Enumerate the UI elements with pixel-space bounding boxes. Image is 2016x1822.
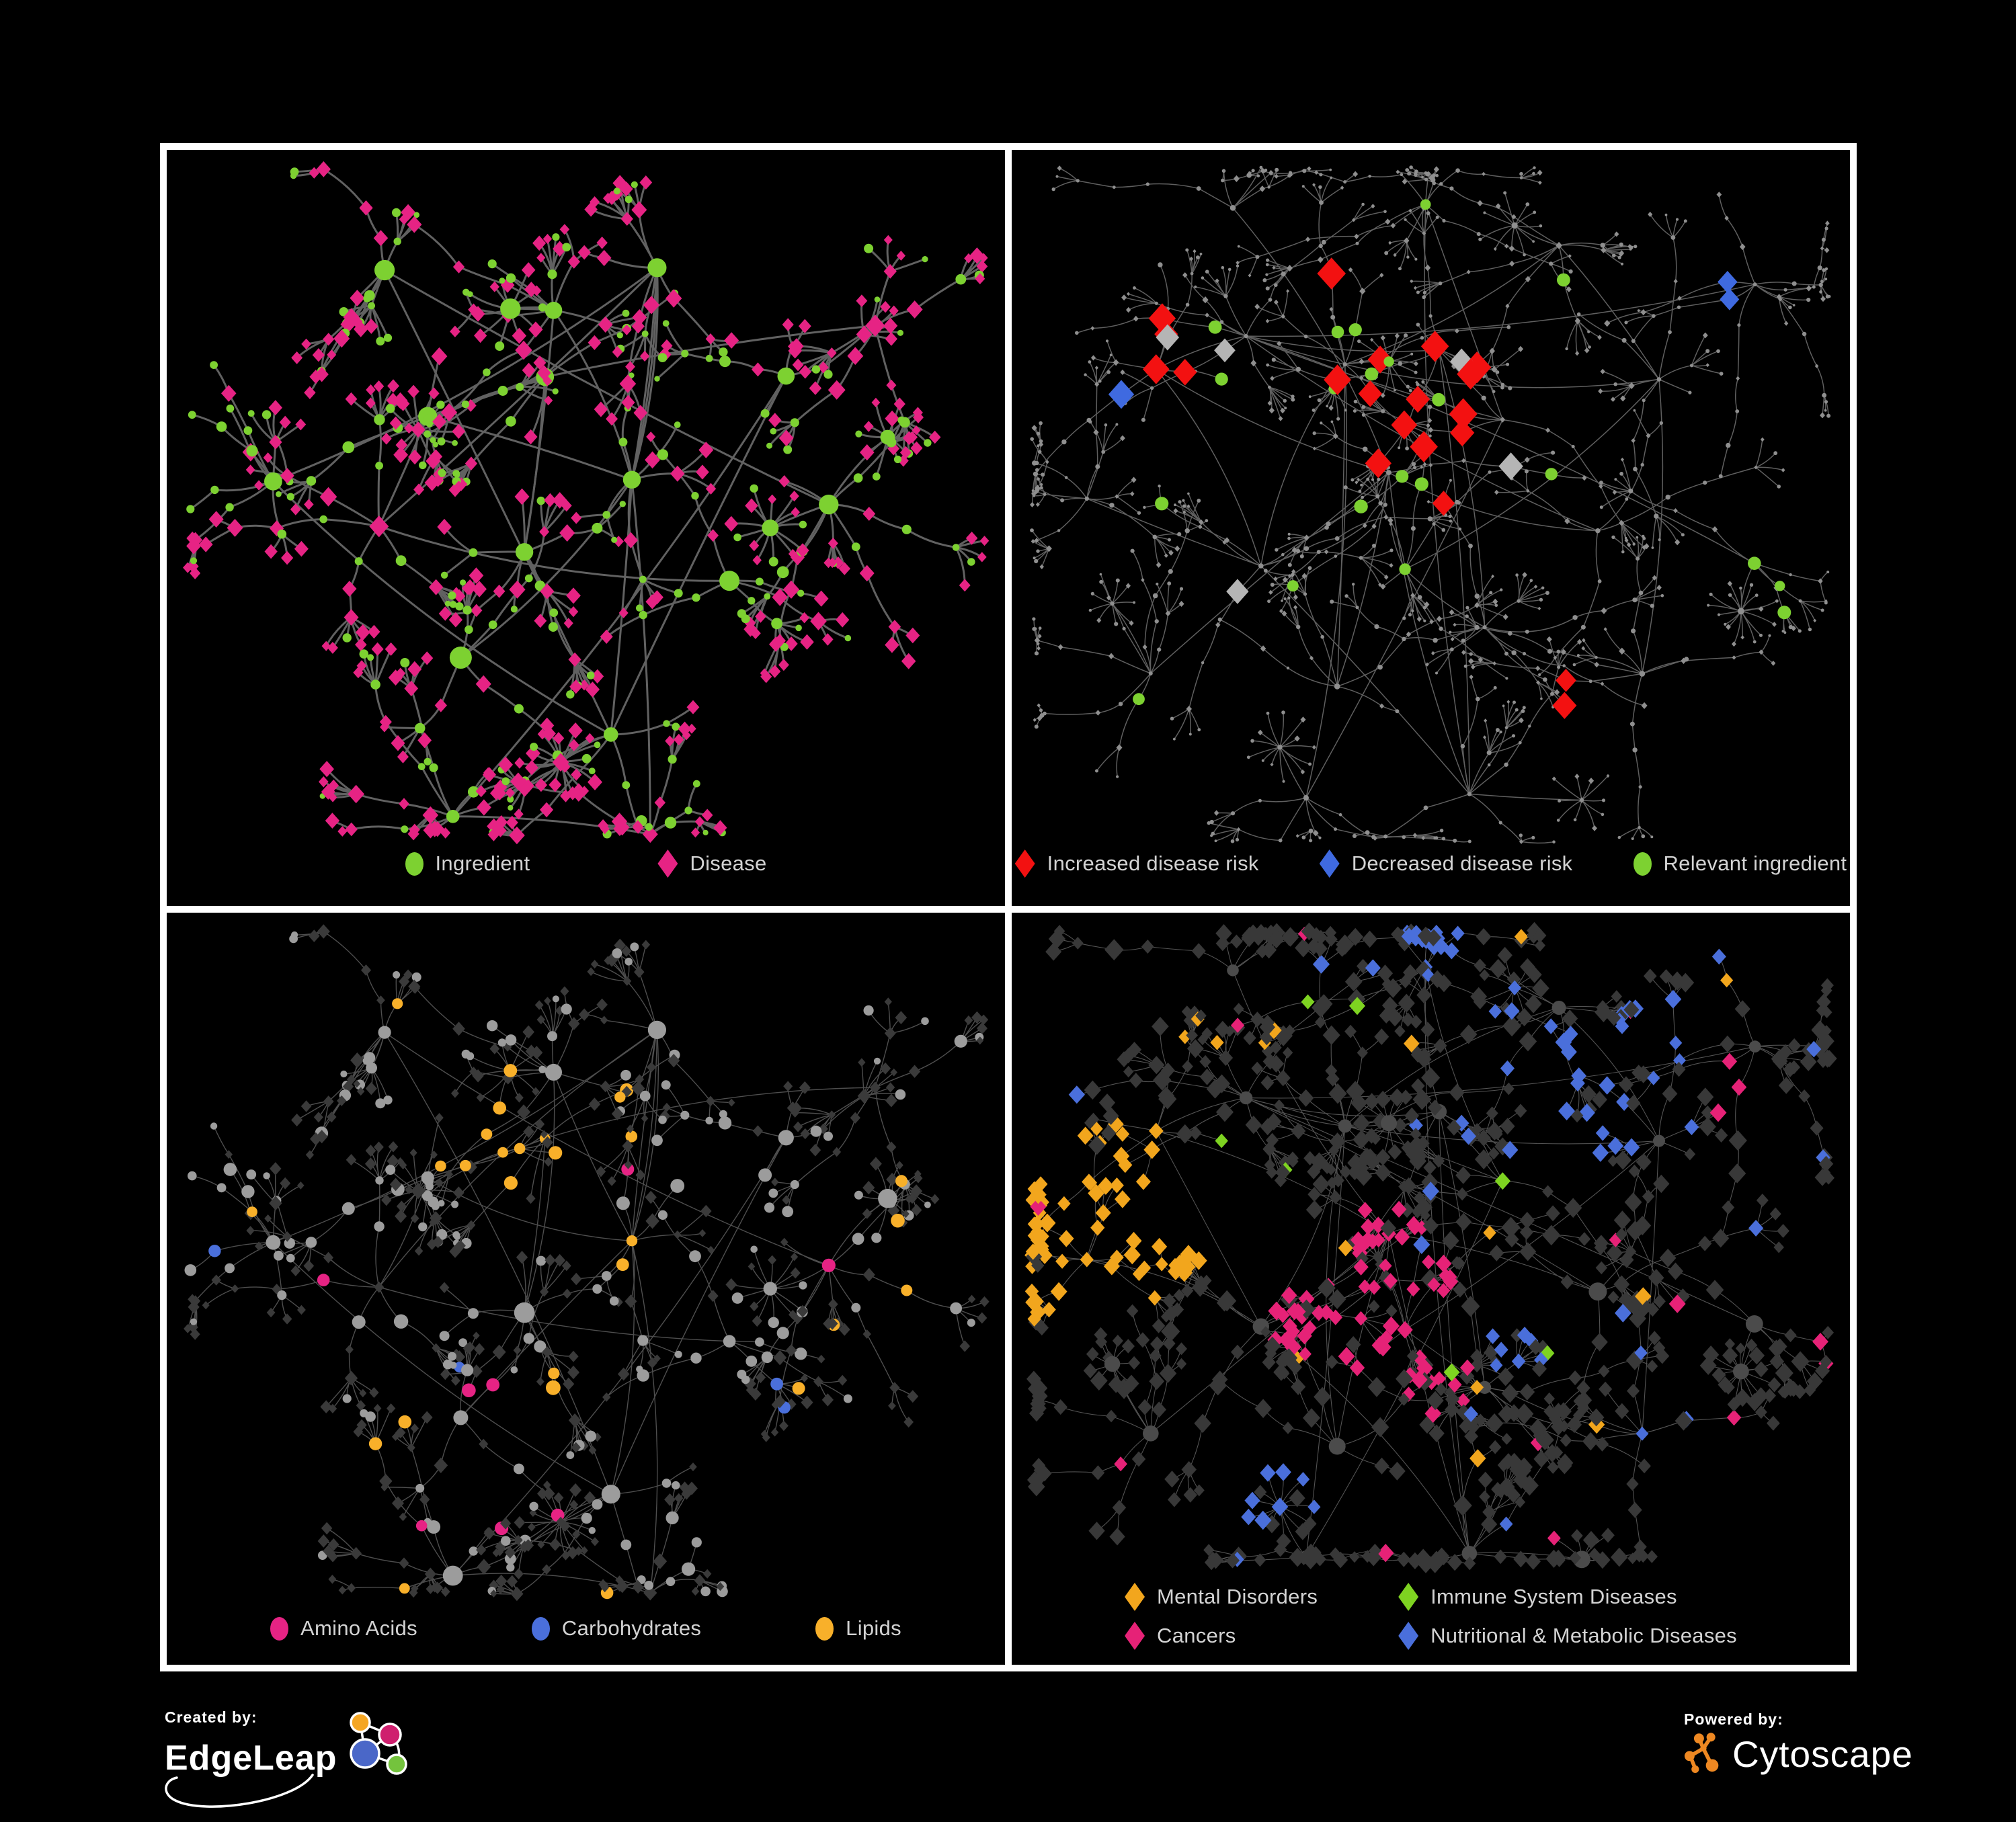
legend-disease-classes: Mental Disorders Immune System Diseases Ca… — [1125, 1583, 1737, 1650]
legend-label: Disease — [690, 852, 767, 875]
legend-item-disease: Disease — [657, 850, 766, 878]
legend-label: Amino Acids — [300, 1616, 417, 1640]
circle-swatch — [270, 1616, 289, 1641]
legend-label: Ingredient — [435, 852, 530, 875]
legend-nutrient-classes: Amino Acids Carbohydrates Lipids — [167, 1616, 1005, 1641]
network-disease-risk-graph — [1030, 165, 1831, 844]
network-ingredient-disease-graph — [183, 161, 990, 845]
panel-disease-risk: Increased disease risk Decreased disease … — [1005, 143, 1857, 913]
nodes-layer — [184, 924, 990, 1602]
edgeleap-logo-icon — [349, 1712, 407, 1775]
legend-disease-risk: Increased disease risk Decreased disease … — [1012, 850, 1850, 878]
panel-nutrient-classes: Amino Acids Carbohydrates Lipids — [160, 906, 1012, 1671]
legend-item-nutritional-metabolic-diseases: Nutritional & Metabolic Diseases — [1398, 1622, 1737, 1650]
edgeleap-credit: Created by: EdgeLeap — [165, 1708, 422, 1808]
network-disease-classes-graph — [1024, 921, 1837, 1573]
nodes-layer — [1030, 165, 1831, 844]
legend-label: Lipids — [846, 1616, 901, 1640]
panel-disease-classes: Mental Disorders Immune System Diseases Ca… — [1005, 906, 1857, 1671]
diamond-swatch — [1398, 1622, 1419, 1650]
legend-item-decreased-disease-risk: Decreased disease risk — [1319, 850, 1573, 878]
legend-label: Decreased disease risk — [1351, 852, 1573, 875]
legend-label: Carbohydrates — [561, 1616, 702, 1640]
legend-label: Increased disease risk — [1047, 852, 1259, 875]
legend-item-increased-disease-risk: Increased disease risk — [1014, 850, 1259, 878]
created-by-label: Created by: — [165, 1708, 257, 1726]
legend-item-immune-system-diseases: Immune System Diseases — [1398, 1583, 1737, 1611]
network-nutrient-classes-graph — [184, 924, 990, 1602]
legend-item-amino-acids: Amino Acids — [270, 1616, 417, 1641]
edges-layer — [1031, 167, 1830, 844]
diamond-swatch — [1319, 850, 1340, 878]
cytoscape-logo-icon — [1684, 1733, 1719, 1773]
cytoscape-wordmark: Cytoscape — [1732, 1733, 1913, 1775]
legend-item-ingredient: Ingredient — [405, 852, 530, 876]
diamond-swatch — [1125, 1583, 1145, 1611]
edgeleap-swoosh — [165, 1774, 314, 1808]
legend-label: Relevant ingredient — [1663, 852, 1847, 875]
legend-item-cancers: Cancers — [1125, 1622, 1318, 1650]
legend-label: Cancers — [1157, 1624, 1236, 1647]
edgeleap-wordmark: EdgeLeap — [165, 1738, 337, 1778]
circle-swatch — [405, 852, 424, 876]
diamond-swatch — [1125, 1622, 1145, 1650]
diamond-swatch — [1398, 1583, 1419, 1611]
legend-item-mental-disorders: Mental Disorders — [1125, 1583, 1318, 1611]
nodes-layer — [1024, 921, 1837, 1573]
legend-item-carbohydrates: Carbohydrates — [531, 1616, 702, 1641]
legend-label: Nutritional & Metabolic Diseases — [1430, 1624, 1737, 1647]
powered-by-label: Powered by: — [1684, 1710, 1783, 1728]
diamond-swatch — [1014, 850, 1035, 878]
panel-ingredient-disease: Ingredient Disease — [160, 143, 1012, 913]
legend-item-relevant-ingredient: Relevant ingredient — [1633, 852, 1847, 876]
circle-swatch — [531, 1616, 550, 1641]
circle-swatch — [1633, 852, 1652, 876]
legend-item-lipids: Lipids — [815, 1616, 901, 1641]
nodes-layer — [183, 161, 990, 845]
cytoscape-credit: Powered by: Cytosc — [1684, 1710, 1913, 1777]
legend-label: Mental Disorders — [1157, 1585, 1318, 1608]
diamond-swatch — [657, 850, 678, 878]
highlight-nodes-layer — [1108, 199, 1791, 719]
circle-swatch — [815, 1616, 834, 1641]
legend-ingredient-disease: Ingredient Disease — [167, 850, 1005, 878]
legend-label: Immune System Diseases — [1430, 1585, 1677, 1608]
